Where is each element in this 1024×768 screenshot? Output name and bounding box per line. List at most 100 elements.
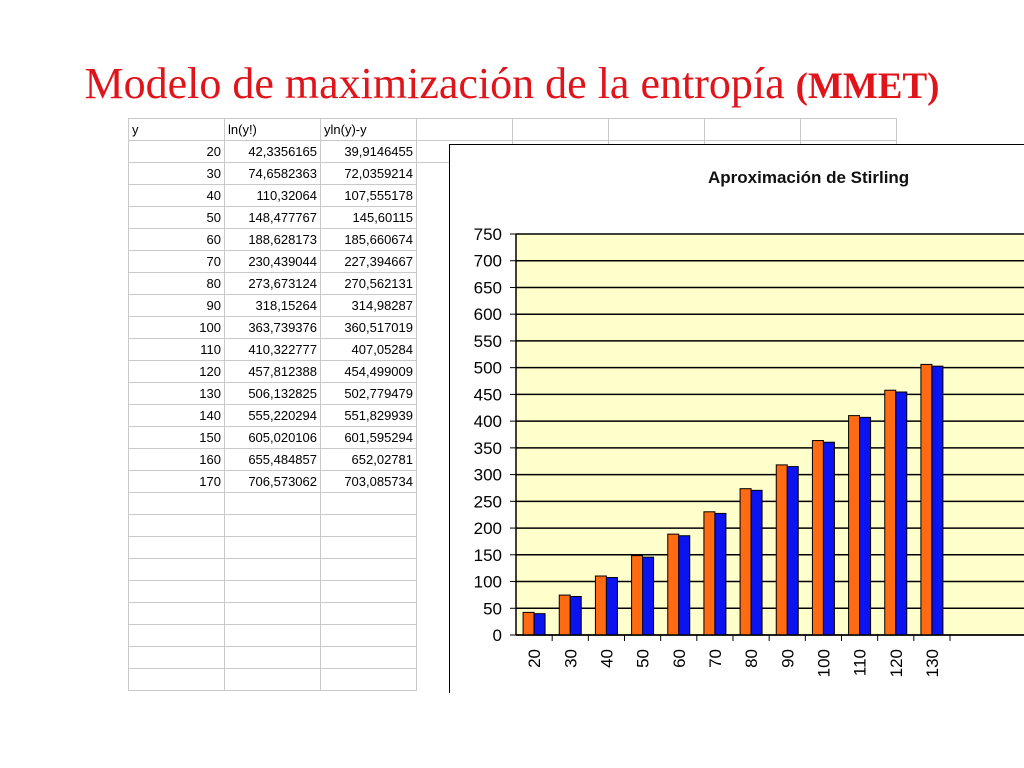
data-cell[interactable]: 107,555178	[320, 184, 417, 207]
empty-cell[interactable]	[128, 492, 225, 515]
empty-cell[interactable]	[224, 492, 321, 515]
y-tick-label: 450	[474, 385, 502, 404]
data-cell[interactable]: 185,660674	[320, 228, 417, 251]
data-cell[interactable]: 120	[128, 360, 225, 383]
empty-cell[interactable]	[224, 624, 321, 647]
data-cell[interactable]: 110,32064	[224, 184, 321, 207]
data-cell[interactable]: 454,499009	[320, 360, 417, 383]
data-cell[interactable]: 506,132825	[224, 382, 321, 405]
data-cell[interactable]: 60	[128, 228, 225, 251]
data-cell[interactable]: 703,085734	[320, 470, 417, 493]
empty-cell[interactable]	[320, 514, 417, 537]
data-cell[interactable]: 160	[128, 448, 225, 471]
data-cell[interactable]: 80	[128, 272, 225, 295]
table-row	[128, 536, 897, 559]
empty-cell[interactable]	[704, 118, 801, 141]
data-cell[interactable]: 706,573062	[224, 470, 321, 493]
slide-title-acronym: (MMET)	[795, 66, 940, 107]
empty-cell[interactable]	[320, 558, 417, 581]
empty-cell[interactable]	[320, 624, 417, 647]
data-cell[interactable]: 72,0359214	[320, 162, 417, 185]
empty-cell[interactable]	[320, 536, 417, 559]
empty-cell[interactable]	[224, 536, 321, 559]
data-cell[interactable]: 601,595294	[320, 426, 417, 449]
bar	[667, 533, 680, 636]
data-cell[interactable]: 655,484857	[224, 448, 321, 471]
bar	[895, 391, 908, 636]
data-cell[interactable]: 605,020106	[224, 426, 321, 449]
empty-cell[interactable]	[128, 536, 225, 559]
data-cell[interactable]: 407,05284	[320, 338, 417, 361]
empty-cell[interactable]	[320, 580, 417, 603]
empty-cell[interactable]	[320, 668, 417, 691]
data-cell[interactable]: 42,3356165	[224, 140, 321, 163]
data-cell[interactable]: 170	[128, 470, 225, 493]
data-cell[interactable]: 70	[128, 250, 225, 273]
data-cell[interactable]: 50	[128, 206, 225, 229]
empty-cell[interactable]	[224, 602, 321, 625]
data-cell[interactable]: 30	[128, 162, 225, 185]
x-tick-label: 90	[778, 649, 797, 668]
table-row: 150 605,020106 601,595294	[128, 426, 897, 449]
data-cell[interactable]: 74,6582363	[224, 162, 321, 185]
empty-cell[interactable]	[224, 580, 321, 603]
data-cell[interactable]: 652,02781	[320, 448, 417, 471]
empty-cell[interactable]	[320, 646, 417, 669]
y-tick-label: 300	[474, 466, 502, 485]
empty-cell[interactable]	[320, 602, 417, 625]
empty-cell[interactable]	[128, 514, 225, 537]
empty-cell[interactable]	[128, 646, 225, 669]
data-cell[interactable]: 273,673124	[224, 272, 321, 295]
bar	[714, 512, 727, 636]
data-cell[interactable]: 363,739376	[224, 316, 321, 339]
empty-cell[interactable]	[224, 558, 321, 581]
empty-cell[interactable]	[608, 118, 705, 141]
data-cell[interactable]: 270,562131	[320, 272, 417, 295]
data-cell[interactable]: 188,628173	[224, 228, 321, 251]
bar	[739, 488, 752, 636]
table-row: 100 363,739376 360,517019	[128, 316, 897, 339]
empty-cell[interactable]	[800, 118, 897, 141]
empty-cell[interactable]	[128, 624, 225, 647]
data-cell[interactable]: 551,829939	[320, 404, 417, 427]
data-cell[interactable]: 110	[128, 338, 225, 361]
header-cell[interactable]: ln(y!)	[224, 118, 321, 141]
y-tick-label: 200	[474, 519, 502, 538]
data-cell[interactable]: 314,98287	[320, 294, 417, 317]
empty-cell[interactable]	[512, 118, 609, 141]
bar	[522, 611, 535, 636]
y-tick-label: 650	[474, 278, 502, 297]
x-tick-label: 80	[742, 649, 761, 668]
data-cell[interactable]: 502,779479	[320, 382, 417, 405]
chart-title: Aproximación de Stirling	[708, 168, 909, 187]
data-cell[interactable]: 145,60115	[320, 206, 417, 229]
data-cell[interactable]: 40	[128, 184, 225, 207]
empty-cell[interactable]	[416, 118, 513, 141]
header-cell[interactable]: y	[128, 118, 225, 141]
data-cell[interactable]: 230,439044	[224, 250, 321, 273]
data-cell[interactable]: 39,9146455	[320, 140, 417, 163]
empty-cell[interactable]	[128, 668, 225, 691]
bar	[750, 489, 763, 636]
empty-cell[interactable]	[128, 602, 225, 625]
empty-cell[interactable]	[224, 668, 321, 691]
empty-cell[interactable]	[224, 514, 321, 537]
data-cell[interactable]: 360,517019	[320, 316, 417, 339]
data-cell[interactable]: 227,394667	[320, 250, 417, 273]
data-cell[interactable]: 555,220294	[224, 404, 321, 427]
empty-cell[interactable]	[320, 492, 417, 515]
data-cell[interactable]: 90	[128, 294, 225, 317]
data-cell[interactable]: 410,322777	[224, 338, 321, 361]
empty-cell[interactable]	[128, 558, 225, 581]
data-cell[interactable]: 150	[128, 426, 225, 449]
data-cell[interactable]: 130	[128, 382, 225, 405]
empty-cell[interactable]	[128, 580, 225, 603]
data-cell[interactable]: 318,15264	[224, 294, 321, 317]
data-cell[interactable]: 140	[128, 404, 225, 427]
data-cell[interactable]: 457,812388	[224, 360, 321, 383]
header-cell[interactable]: yln(y)-y	[320, 118, 417, 141]
data-cell[interactable]: 20	[128, 140, 225, 163]
data-cell[interactable]: 148,477767	[224, 206, 321, 229]
empty-cell[interactable]	[224, 646, 321, 669]
data-cell[interactable]: 100	[128, 316, 225, 339]
